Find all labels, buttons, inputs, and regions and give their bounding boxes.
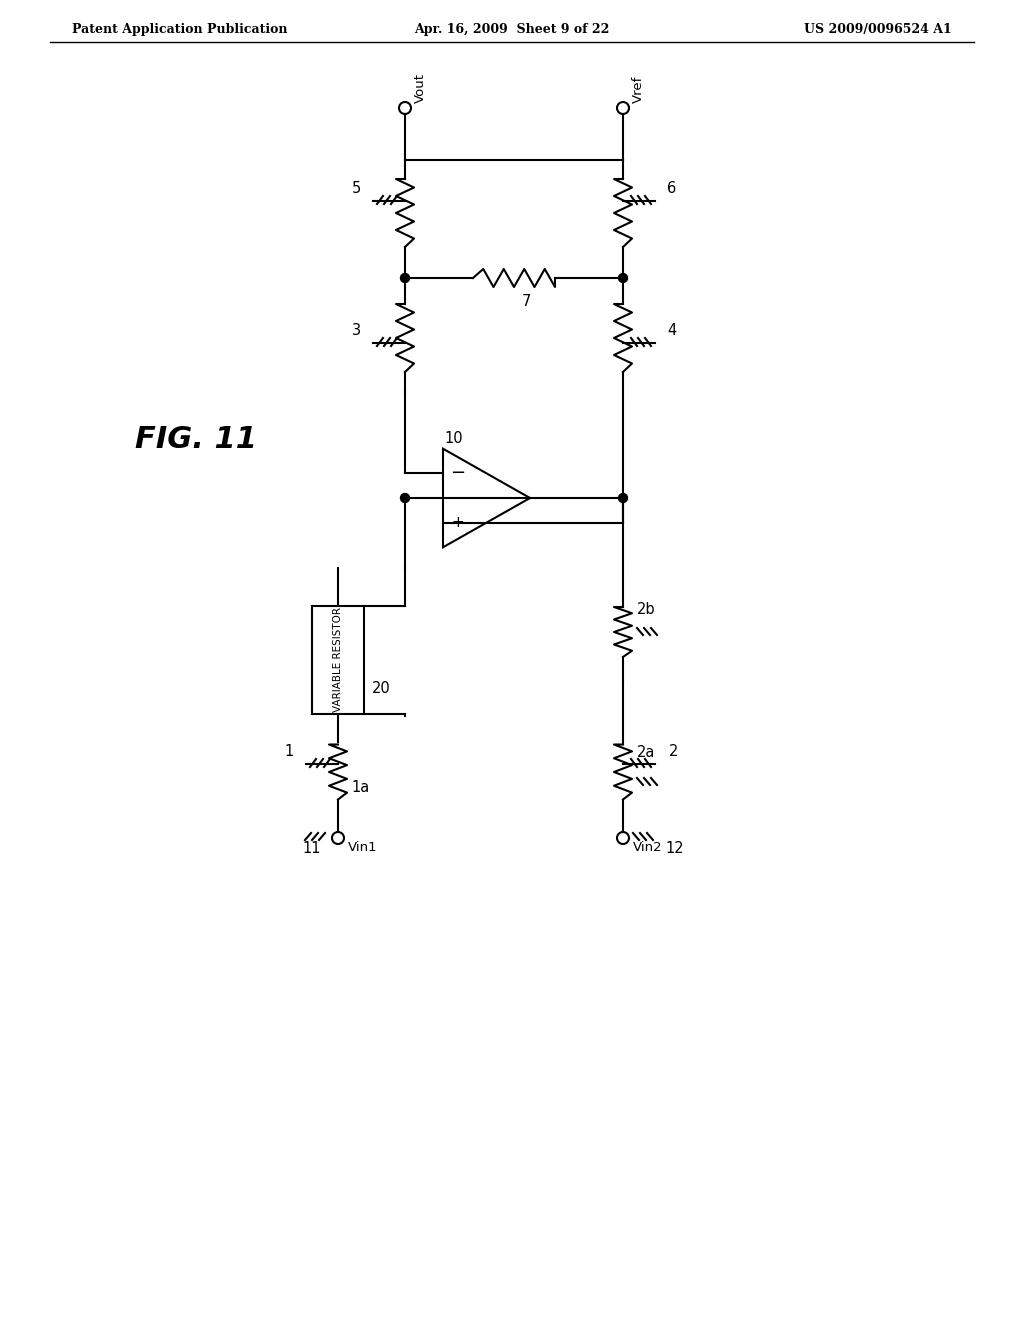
Text: Vout: Vout — [414, 73, 427, 103]
Circle shape — [618, 494, 628, 503]
Text: 1: 1 — [285, 744, 294, 759]
Text: 3: 3 — [352, 323, 361, 338]
Text: VARIABLE RESISTOR: VARIABLE RESISTOR — [333, 607, 343, 713]
Text: 4: 4 — [667, 323, 676, 338]
Circle shape — [618, 273, 628, 282]
Bar — [312, 606, 364, 714]
Text: 10: 10 — [444, 430, 463, 446]
Text: 1a: 1a — [351, 780, 370, 795]
Text: US 2009/0096524 A1: US 2009/0096524 A1 — [804, 22, 952, 36]
Text: 7: 7 — [522, 294, 531, 309]
Circle shape — [400, 494, 410, 503]
Text: Vin2: Vin2 — [633, 841, 663, 854]
Text: 12: 12 — [665, 841, 684, 855]
Text: 2b: 2b — [637, 602, 655, 616]
Text: 2a: 2a — [637, 744, 655, 760]
Text: 2: 2 — [669, 744, 678, 759]
Text: Apr. 16, 2009  Sheet 9 of 22: Apr. 16, 2009 Sheet 9 of 22 — [415, 22, 609, 36]
Text: Vin1: Vin1 — [348, 841, 378, 854]
Text: Vref: Vref — [632, 75, 645, 103]
Text: 6: 6 — [667, 181, 676, 195]
Text: −: − — [451, 465, 466, 482]
Circle shape — [400, 273, 410, 282]
Text: Patent Application Publication: Patent Application Publication — [72, 22, 288, 36]
Text: 11: 11 — [302, 841, 321, 855]
Text: 5: 5 — [352, 181, 361, 195]
Text: +: + — [452, 515, 464, 531]
Text: FIG. 11: FIG. 11 — [135, 425, 257, 454]
Text: 20: 20 — [372, 681, 391, 696]
